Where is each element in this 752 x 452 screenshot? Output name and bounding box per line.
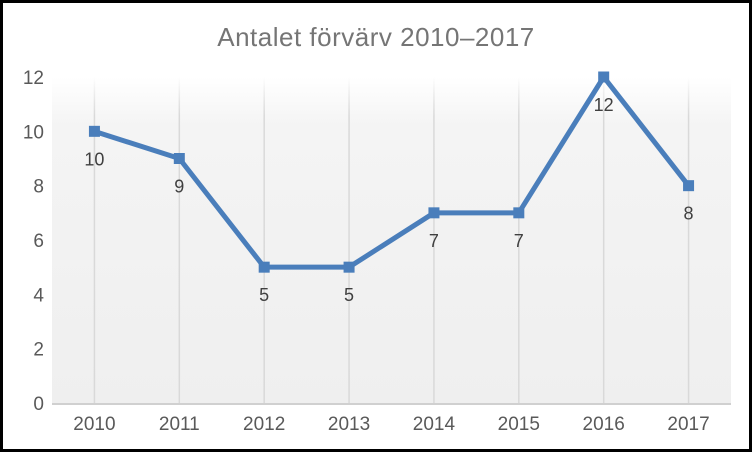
- data-label: 7: [429, 231, 439, 251]
- x-axis-category-label: 2011: [159, 414, 200, 435]
- x-axis-category-label: 2010: [73, 414, 115, 435]
- data-label: 5: [259, 285, 269, 305]
- data-point-marker: [173, 153, 185, 164]
- y-axis-tick-label: 12: [23, 68, 44, 89]
- y-axis-tick-label: 6: [33, 231, 44, 252]
- chart-title: Antalet förvärv 2010–2017: [217, 22, 535, 52]
- data-label: 10: [84, 149, 104, 169]
- x-axis-category-label: 2017: [667, 414, 709, 435]
- x-axis-category-label: 2016: [583, 414, 625, 435]
- data-point-marker: [513, 207, 525, 219]
- y-axis-tick-label: 0: [33, 394, 44, 415]
- data-point-marker: [258, 261, 270, 273]
- data-label: 5: [344, 285, 354, 305]
- data-point-marker: [683, 180, 695, 192]
- data-point-marker: [88, 125, 100, 137]
- data-label: 9: [174, 177, 184, 197]
- y-axis-tick-label: 8: [33, 177, 44, 198]
- y-axis-tick-label: 10: [23, 122, 44, 143]
- data-line: [91, 74, 692, 270]
- data-label: 12: [594, 95, 614, 115]
- data-point-marker: [428, 207, 440, 219]
- x-axis-category-label: 2012: [243, 414, 285, 435]
- x-axis-category-label: 2013: [328, 414, 370, 435]
- x-axis-category-label: 2014: [413, 414, 456, 435]
- y-axis-tick-label: 2: [33, 340, 44, 361]
- data-label: 7: [514, 231, 524, 251]
- data-point-marker: [598, 71, 610, 83]
- y-axis-tick-label: 4: [33, 285, 44, 306]
- line-chart: 0 2 4 6 8 10 12 2010 2011 2012 2013 2014 2015 2016 201…: [23, 68, 731, 435]
- x-axis-category-label: 2015: [498, 414, 540, 435]
- data-point-marker: [343, 261, 355, 273]
- data-label: 8: [684, 204, 694, 224]
